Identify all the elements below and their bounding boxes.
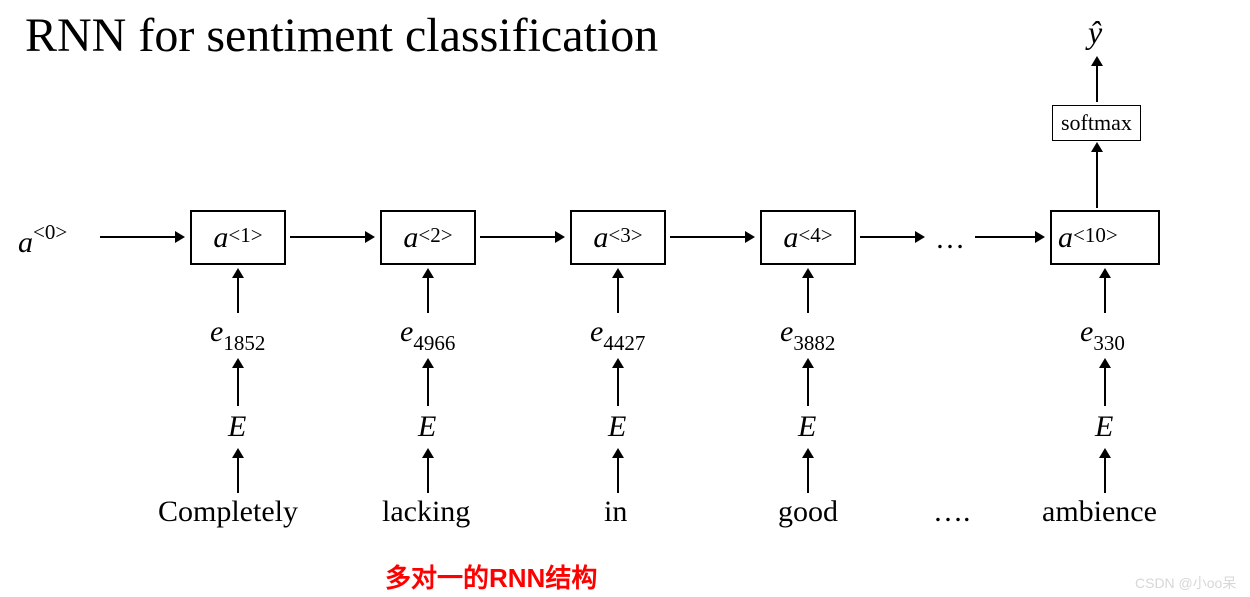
arrow-E3-e3 — [616, 358, 620, 406]
input-word-3: in — [604, 495, 627, 529]
arrow-a0-a1 — [100, 235, 185, 239]
arrow-E4-e4 — [806, 358, 810, 406]
arrow-E2-e2 — [426, 358, 430, 406]
arrow-dots-a10 — [975, 235, 1045, 239]
arrow-e10-a10 — [1103, 268, 1107, 313]
embedding-e2: e4966 — [400, 315, 455, 354]
ellipsis-words: …. — [933, 495, 971, 529]
arrow-E1-e1 — [236, 358, 240, 406]
input-word-2: lacking — [382, 495, 470, 529]
E-matrix-10: E — [1095, 410, 1113, 444]
page-title: RNN for sentiment classification — [25, 8, 658, 63]
input-word-1: Completely — [158, 495, 298, 529]
arrow-a10-to-softmax — [1095, 142, 1099, 208]
E-matrix-1: E — [228, 410, 246, 444]
arrow-w2-E2 — [426, 448, 430, 493]
rnn-cell-a1: a<1> — [190, 210, 286, 265]
arrow-w10-E10 — [1103, 448, 1107, 493]
ellipsis-cells: … — [935, 222, 965, 256]
arrow-w4-E4 — [806, 448, 810, 493]
arrow-e4-a4 — [806, 268, 810, 313]
softmax-box: softmax — [1052, 105, 1141, 141]
rnn-cell-a3: a<3> — [570, 210, 666, 265]
E-matrix-4: E — [798, 410, 816, 444]
arrow-softmax-to-yhat — [1095, 56, 1099, 102]
embedding-e4: e3882 — [780, 315, 835, 354]
arrow-a3-a4 — [670, 235, 755, 239]
arrow-e3-a3 — [616, 268, 620, 313]
arrow-E10-e10 — [1103, 358, 1107, 406]
rnn-cell-a4: a<4> — [760, 210, 856, 265]
arrow-a4-dots — [860, 235, 925, 239]
arrow-e1-a1 — [236, 268, 240, 313]
embedding-e10: e330 — [1080, 315, 1125, 354]
arrow-a1-a2 — [290, 235, 375, 239]
output-yhat: ŷ — [1088, 14, 1102, 51]
E-matrix-2: E — [418, 410, 436, 444]
embedding-e3: e4427 — [590, 315, 645, 354]
watermark: CSDN @小oo呆 — [1135, 573, 1236, 593]
E-matrix-3: E — [608, 410, 626, 444]
arrow-w3-E3 — [616, 448, 620, 493]
a0-label: a<0> — [18, 222, 67, 260]
rnn-cell-a2: a<2> — [380, 210, 476, 265]
caption: 多对一的RNN结构 — [385, 558, 597, 595]
input-word-10: ambience — [1042, 495, 1157, 529]
arrow-a2-a3 — [480, 235, 565, 239]
rnn-cell-a10: a<10> — [1050, 210, 1160, 265]
input-word-4: good — [778, 495, 838, 529]
embedding-e1: e1852 — [210, 315, 265, 354]
arrow-e2-a2 — [426, 268, 430, 313]
arrow-w1-E1 — [236, 448, 240, 493]
